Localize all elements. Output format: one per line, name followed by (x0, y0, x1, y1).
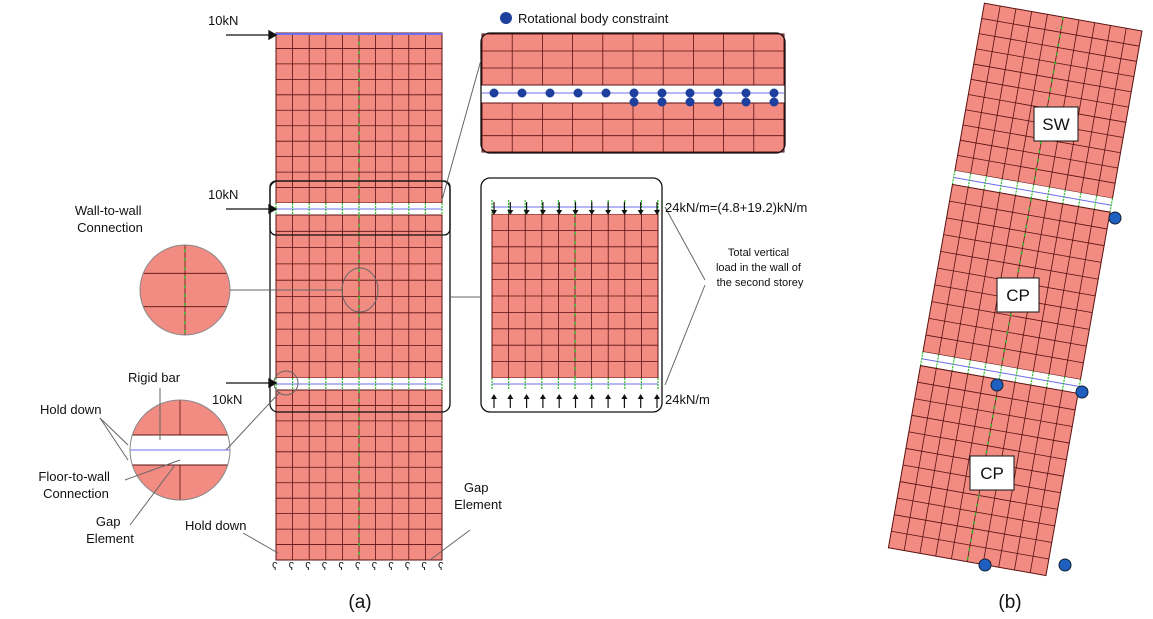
callout: Gap Element (454, 480, 502, 512)
load-arrow-head (524, 394, 530, 399)
wall-label: SW (1042, 115, 1069, 134)
callout: Floor-to-wall Connection (38, 469, 113, 501)
load-arrow-head (540, 394, 546, 399)
load-arrow-head (638, 394, 644, 399)
note-line: Total vertical (728, 247, 789, 259)
load-label: 24kN/m (665, 392, 710, 407)
leader (665, 285, 705, 385)
note-line: load in the wall of (716, 262, 802, 274)
constraint-dot (630, 98, 639, 107)
leader (442, 60, 481, 200)
legend-dot (500, 12, 512, 24)
base-spring: ʕ (322, 561, 328, 573)
base-spring: ʕ (355, 561, 361, 573)
constraint-dot (658, 98, 667, 107)
panel-label: (b) (998, 592, 1021, 613)
base-spring: ʕ (372, 561, 378, 573)
load-arrow-head (589, 394, 595, 399)
base-spring: ʕ (388, 561, 394, 573)
callout-line: Floor-to-wall (38, 469, 110, 484)
constraint-dot (574, 89, 583, 98)
callout-line: Gap (464, 480, 489, 495)
base-spring: ʕ (289, 561, 295, 573)
constraint-dot (714, 98, 723, 107)
callout-line: Connection (77, 220, 143, 235)
detail (130, 400, 230, 505)
load-label: 10kN (208, 13, 238, 28)
callout: Hold down (185, 518, 246, 533)
callout: Hold down (40, 402, 101, 417)
constraint-dot (686, 89, 695, 98)
detail-mesh (135, 240, 235, 340)
wall-label: CP (1006, 286, 1030, 305)
callout: Rigid bar (128, 370, 181, 385)
constraint-dot (770, 89, 779, 98)
base-spring: ʕ (421, 561, 427, 573)
load-arrow-head (573, 394, 579, 399)
base-spring: ʕ (438, 561, 444, 573)
legend-text: Rotational body constraint (518, 11, 669, 26)
figure: ʕʕʕʕʕʕʕʕʕʕʕ 10kN 10kN 10kN Rotational bo… (0, 0, 1153, 619)
wall-label: CP (980, 464, 1004, 483)
load-label: 10kN (208, 187, 238, 202)
load-arrow-head (654, 394, 660, 399)
callout-line: Element (86, 531, 134, 546)
callout: Wall-to-wall Connection (75, 203, 145, 235)
base-spring: ʕ (338, 561, 344, 573)
load-arrows (226, 31, 276, 387)
base-spring: ʕ (405, 561, 411, 573)
base-spring: ʕ (305, 561, 311, 573)
constraint-dot (658, 89, 667, 98)
detail (135, 240, 235, 340)
load-arrow-head (507, 394, 513, 399)
callout-line: Connection (43, 486, 109, 501)
constraint-dot (686, 98, 695, 107)
constraint-dot (770, 98, 779, 107)
note-line: the second storey (717, 277, 804, 289)
leader (665, 207, 705, 280)
panel-label: (a) (348, 592, 371, 613)
detail-mesh (130, 400, 230, 505)
load-label: 24kN/m=(4.8+19.2)kN/m (665, 200, 807, 215)
load-arrow-head (605, 394, 611, 399)
callout-line: Gap (96, 514, 121, 529)
load-label: 10kN (212, 392, 242, 407)
callout: Gap Element (86, 514, 134, 546)
constraint-dot (742, 98, 751, 107)
note: Total vertical load in the wall of the s… (716, 247, 804, 289)
base-spring: ʕ (272, 561, 278, 573)
callout-line: Wall-to-wall (75, 203, 142, 218)
callout-line: Element (454, 497, 502, 512)
constraint-dot (714, 89, 723, 98)
load-arrow-head (491, 394, 497, 399)
constraint-dot (546, 89, 555, 98)
load-arrow-head (556, 394, 562, 399)
constraint-dot (490, 89, 499, 98)
constraint-dot (630, 89, 639, 98)
constraint-dot (742, 89, 751, 98)
load-arrow-head (621, 394, 627, 399)
constraint-dot (518, 89, 527, 98)
constraint-dot (602, 89, 611, 98)
